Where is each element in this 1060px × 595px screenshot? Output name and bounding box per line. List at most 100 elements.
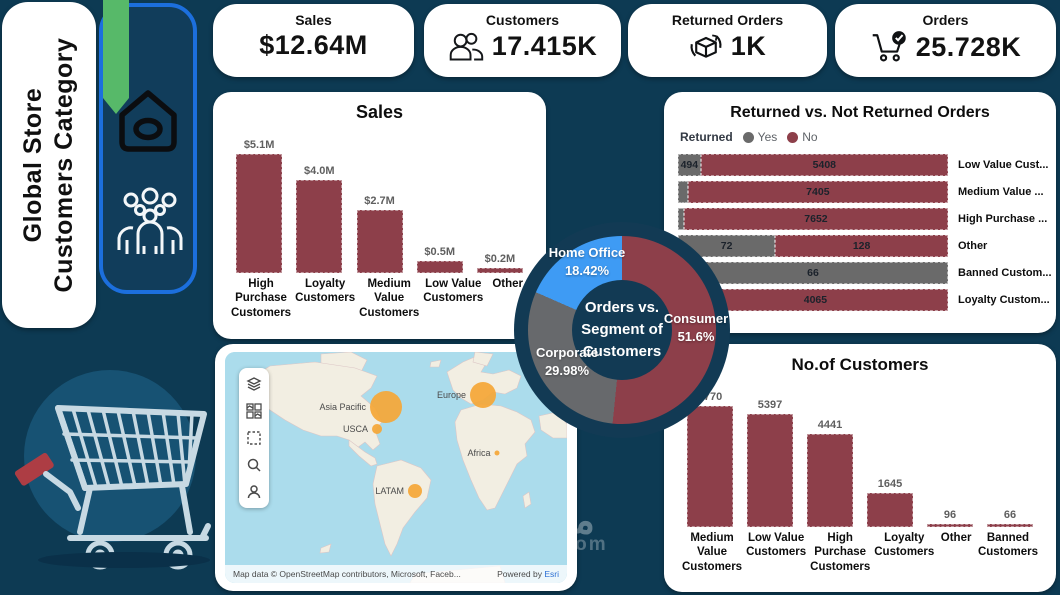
bar[interactable]	[807, 433, 853, 527]
powered-by-text: Powered by	[497, 569, 542, 579]
bar-column: $0.5M	[410, 125, 470, 273]
returned-row: 7652 High Purchase ...	[678, 208, 1056, 230]
bar[interactable]	[356, 210, 403, 273]
bar[interactable]	[416, 261, 463, 273]
world-map: Asia Pacific USCA Europe Africa LATAM	[225, 352, 567, 583]
bar-column: $4.0M	[289, 125, 349, 273]
sales-chart-panel: Sales $5.1M $4.0M $2.7M $0.5M $0.2M High Pur…	[213, 92, 546, 339]
returned-legend: Returned Yes No	[680, 130, 1056, 144]
map-region-label: Asia Pacific	[319, 402, 366, 412]
kpi-returned-label: Returned Orders	[671, 12, 784, 28]
segment-returned-no[interactable]: 128	[775, 235, 948, 257]
kpi-customers-value: 17.415K	[491, 30, 598, 61]
bar[interactable]	[987, 524, 1033, 527]
map-canvas[interactable]: Asia Pacific USCA Europe Africa LATAM	[225, 352, 567, 583]
home-icon[interactable]	[115, 86, 181, 158]
bar-value-label: 4441	[817, 418, 843, 431]
bar-value-label: 66	[1003, 509, 1017, 521]
map-panel: Asia Pacific USCA Europe Africa LATAM	[215, 344, 577, 591]
map-bubble[interactable]	[372, 424, 382, 434]
esri-link[interactable]: Esri	[544, 569, 559, 579]
bar-category-label: Low Value Customers	[746, 532, 807, 559]
kpi-orders-value: 25.728K	[915, 31, 1022, 62]
bar-value-label: 96	[943, 509, 957, 521]
kpi-card-customers: Customers 17.415K	[424, 4, 621, 77]
bar[interactable]	[747, 413, 793, 527]
row-category-label: High Purchase ...	[958, 213, 1048, 225]
stacked-bar[interactable]: 72 128	[678, 235, 948, 257]
customers-group-icon[interactable]	[111, 184, 189, 264]
bar[interactable]	[927, 524, 973, 527]
bar[interactable]	[476, 268, 523, 273]
cart-shadow	[38, 552, 210, 568]
map-attribution: Map data © OpenStreetMap contributors, M…	[225, 565, 567, 583]
bar-value-label: 5397	[757, 398, 783, 411]
map-bubble[interactable]	[370, 391, 402, 423]
returned-box-icon	[690, 34, 722, 58]
row-category-label: Banned Custom...	[958, 267, 1052, 279]
stacked-bar[interactable]: 7652	[678, 208, 948, 230]
bar-value-label: $4.0M	[304, 164, 335, 177]
sales-bar-plot: $5.1M $4.0M $2.7M $0.5M $0.2M	[229, 125, 530, 273]
extent-select-icon[interactable]	[245, 429, 263, 447]
bar-value-label: 1645	[877, 477, 903, 490]
bar-value-label: $0.2M	[484, 253, 516, 266]
cart-check-icon	[872, 31, 906, 62]
donut-chart: Orders vs. Segment of Customers Home Off…	[514, 222, 730, 438]
legend-item-yes[interactable]: Yes	[742, 130, 778, 144]
kpi-card-returned-orders: Returned Orders 1K	[628, 4, 827, 77]
donut-center-line1: Orders vs.	[584, 299, 660, 317]
map-region-label: USCA	[343, 424, 368, 434]
report-title-line1: Global Store	[18, 87, 47, 243]
bar-column: 66	[980, 377, 1040, 527]
kpi-orders-label: Orders	[922, 12, 969, 28]
segment-returned-no[interactable]: 7652	[683, 208, 948, 230]
map-bubbles[interactable]: Asia Pacific USCA Europe Africa LATAM	[319, 382, 500, 498]
bar-column: $0.2M	[470, 125, 530, 273]
report-title: Global Store Customers Category	[2, 2, 96, 328]
map-bubble[interactable]	[470, 382, 496, 408]
legend-dot-yes	[742, 131, 754, 143]
customers-icon	[449, 32, 483, 61]
segment-returned-no[interactable]: 7405	[687, 181, 948, 203]
bar-category-label: Loyalty Customers	[874, 532, 935, 559]
customers-bar-plot: 5770 5397 4441 1645 96 66	[680, 377, 1040, 527]
returned-row: 7405 Medium Value ...	[678, 181, 1056, 203]
bar-category-label: Other	[492, 278, 523, 290]
bar-category-label: High Purchase Customers	[810, 532, 871, 573]
segment-returned-yes[interactable]: 72	[678, 235, 776, 257]
returned-row: 72 128 Other	[678, 235, 1056, 257]
map-attribution-text: Map data © OpenStreetMap contributors, M…	[233, 569, 461, 579]
legend-item-no[interactable]: No	[787, 130, 818, 144]
bar-column: 96	[920, 377, 980, 527]
stacked-bar[interactable]: 7405	[678, 181, 948, 203]
layers-icon[interactable]	[245, 375, 263, 393]
map-toolbar	[239, 368, 269, 508]
segment-returned-no[interactable]: 4065	[682, 289, 948, 311]
legend-yes-label: Yes	[757, 130, 778, 144]
segment-returned-yes[interactable]: 494	[678, 154, 701, 176]
bar-category-label: Medium Value Customers	[359, 278, 420, 319]
map-bubble[interactable]	[408, 484, 422, 498]
segment-returned-no[interactable]: 5408	[700, 154, 948, 176]
returned-row: 66 Banned Custom...	[678, 262, 1056, 284]
donut-center-line3: Customers	[582, 342, 662, 360]
bar[interactable]	[687, 406, 733, 527]
stacked-bar[interactable]: 494 5408	[678, 154, 948, 176]
bar[interactable]	[867, 492, 913, 527]
bar-category-label: Low Value Customers	[423, 278, 484, 305]
bar[interactable]	[236, 154, 283, 273]
legend-title: Returned	[680, 130, 733, 144]
kpi-sales-label: Sales	[295, 12, 332, 28]
segment-returned-yes[interactable]	[678, 181, 688, 203]
row-category-label: Medium Value ...	[958, 186, 1044, 198]
kpi-customers-label: Customers	[485, 12, 560, 28]
bar[interactable]	[296, 179, 343, 273]
basemap-gallery-icon[interactable]	[245, 402, 263, 420]
legend-no-label: No	[802, 130, 818, 144]
map-region-label: LATAM	[375, 486, 404, 496]
search-icon[interactable]	[245, 456, 263, 474]
map-bubble[interactable]	[494, 450, 500, 456]
segment-returned-yes[interactable]	[678, 208, 684, 230]
person-icon[interactable]	[245, 483, 263, 501]
